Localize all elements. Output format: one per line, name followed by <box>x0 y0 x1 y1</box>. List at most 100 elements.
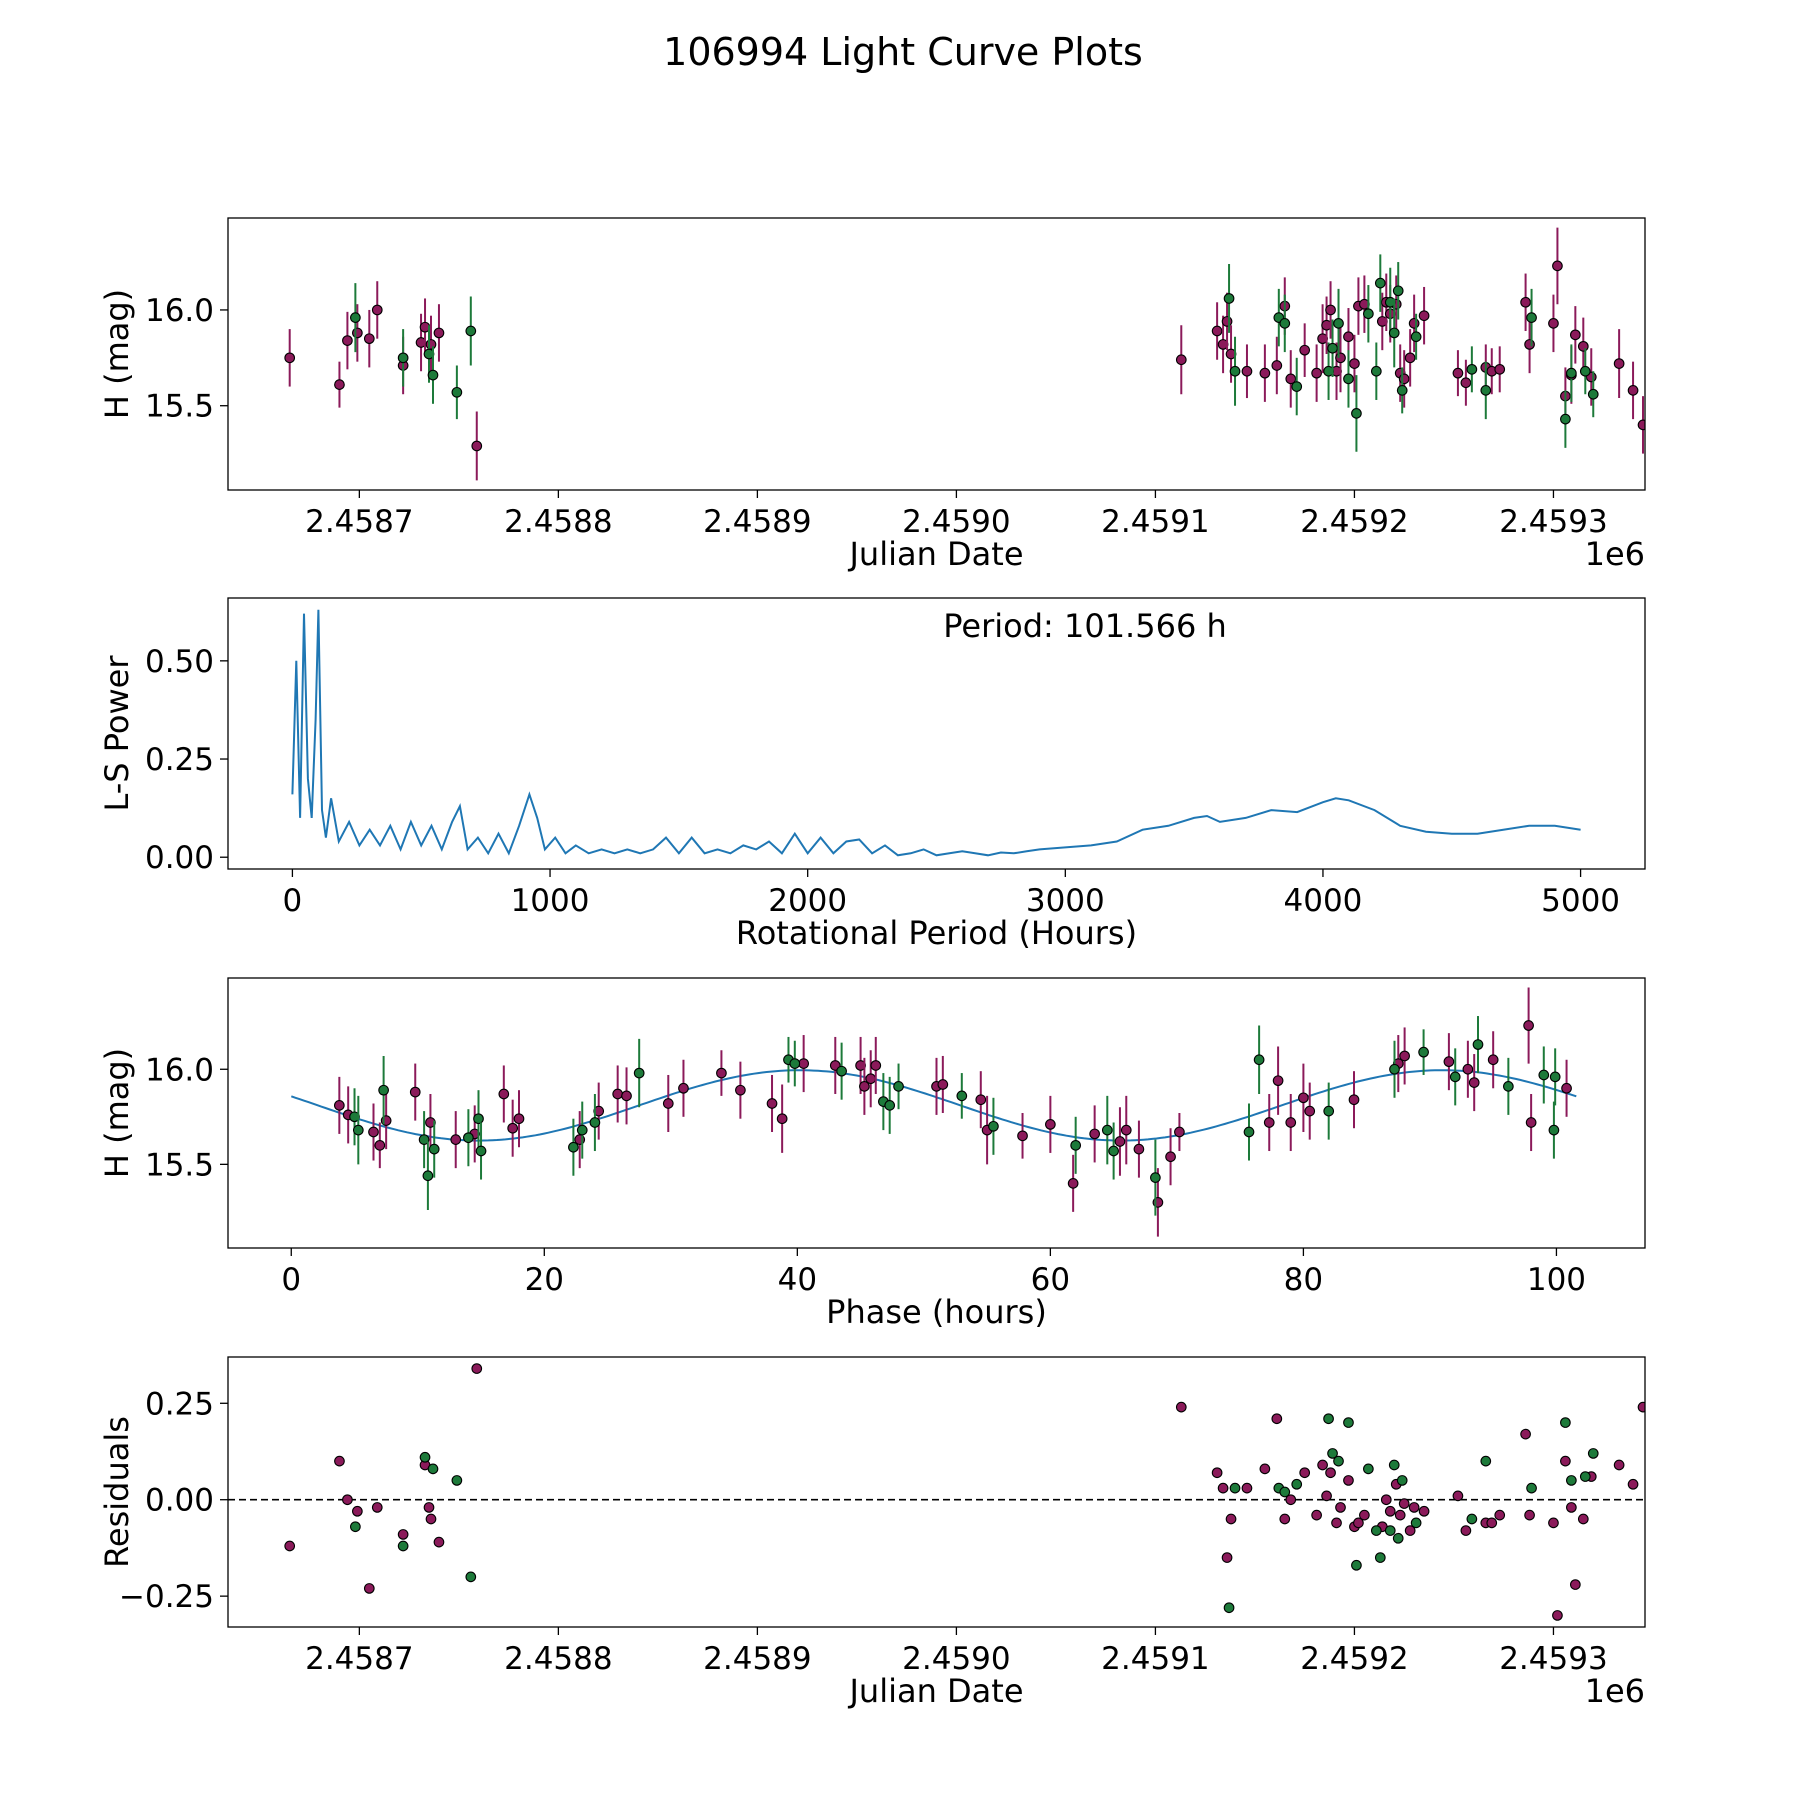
lightcurve-point <box>1524 339 1535 350</box>
residuals-point <box>1335 1502 1346 1513</box>
lightcurve-point <box>1343 373 1354 385</box>
phased-point <box>418 1134 430 1145</box>
residuals-point <box>1285 1494 1297 1506</box>
phased-point <box>1120 1124 1132 1136</box>
residuals-point <box>1370 1525 1382 1536</box>
lightcurve-point <box>433 327 445 339</box>
periodogram-frame <box>227 597 1646 870</box>
lightcurve-plot-area <box>284 227 1645 481</box>
lightcurve-ylabel: H (mag) <box>98 289 136 419</box>
lightcurve-point <box>1569 329 1581 341</box>
residuals-point <box>1291 1478 1303 1490</box>
lightcurve-point <box>1370 365 1382 377</box>
residuals-point <box>1579 1471 1591 1482</box>
residuals-point <box>1408 1502 1420 1513</box>
phased-ytick-label: 15.5 <box>145 1147 214 1183</box>
residuals-point <box>1374 1552 1386 1563</box>
lightcurve-point <box>342 335 353 346</box>
residuals-point <box>1552 1610 1563 1621</box>
residuals-ytick-label: 0.25 <box>145 1386 214 1422</box>
phased-point <box>1285 1117 1297 1128</box>
residuals-frame <box>227 1356 1646 1628</box>
residuals-xtick-label: 2.4590 <box>902 1641 1010 1677</box>
residuals-point <box>1380 1494 1392 1506</box>
lightcurve-point <box>1335 352 1346 364</box>
periodogram-ytick-label: 0.25 <box>145 742 214 778</box>
lightcurve-point <box>1548 318 1559 329</box>
residuals-point <box>1460 1525 1472 1536</box>
lightcurve-xtick-label: 2.4587 <box>305 504 413 540</box>
phased-point <box>1045 1119 1056 1130</box>
lightcurve-point <box>284 352 296 364</box>
residuals-point <box>423 1502 435 1513</box>
phased-point <box>956 1090 968 1102</box>
lightcurve-point <box>1175 354 1187 366</box>
lightcurve-xlabel: Julian Date <box>847 535 1023 573</box>
phased-point <box>1108 1145 1119 1157</box>
periodogram-xtick-label: 3000 <box>1026 883 1105 919</box>
phased-ytick-label: 16.0 <box>145 1052 214 1088</box>
lightcurve-point <box>1327 342 1338 354</box>
lightcurve-point <box>1221 316 1233 327</box>
residuals-point <box>1566 1502 1577 1513</box>
lightcurve-point <box>1452 367 1464 379</box>
phased-ylabel: H (mag) <box>98 1048 136 1178</box>
residuals-point <box>1524 1509 1535 1521</box>
periodogram-xtick-label: 1000 <box>511 883 590 919</box>
residuals-panel: 2.4587 2.4588 2.4589 2.4590 2.4591 2.4592 2.45… <box>98 1356 1646 1710</box>
phased-plot-area <box>290 987 1577 1237</box>
lightcurve-point <box>1363 308 1374 320</box>
phased-xtick-label: 60 <box>1031 1262 1070 1298</box>
residuals-point <box>1363 1463 1374 1475</box>
residuals-point <box>1299 1467 1311 1479</box>
phased-point <box>473 1113 484 1125</box>
phased-point <box>1114 1136 1126 1147</box>
phased-point <box>836 1065 847 1077</box>
residuals-point <box>1394 1509 1406 1521</box>
residuals-point <box>342 1494 353 1506</box>
residuals-point <box>371 1502 383 1513</box>
lightcurve-xtick-label: 2.4588 <box>504 504 612 540</box>
phased-point <box>1525 1117 1537 1128</box>
phased-point <box>1253 1054 1265 1066</box>
residuals-xlabel: Julian Date <box>847 1672 1023 1710</box>
lightcurve-point <box>352 327 363 339</box>
residuals-point <box>1388 1459 1400 1471</box>
residuals-point <box>1343 1475 1354 1486</box>
lightcurve-point <box>1349 358 1360 369</box>
lightcurve-point <box>451 386 463 398</box>
residuals-point <box>1279 1513 1291 1525</box>
phased-point <box>1272 1075 1284 1087</box>
lightcurve-offset-label: 1e6 <box>1585 535 1645 573</box>
residuals-point <box>1223 1602 1235 1614</box>
residuals-point <box>350 1521 361 1533</box>
phased-point <box>1399 1050 1410 1062</box>
phased-point <box>735 1084 746 1096</box>
residuals-point <box>471 1363 483 1374</box>
lightcurve-xtick-label: 2.4590 <box>902 504 1010 540</box>
phased-point <box>425 1117 436 1128</box>
lightcurve-point <box>1418 310 1430 322</box>
lightcurve-point <box>1552 260 1563 272</box>
phased-point <box>662 1098 674 1109</box>
phased-xlabel: Phase (hours) <box>826 1293 1047 1331</box>
phased-point <box>766 1098 778 1109</box>
lightcurve-point <box>1410 331 1422 343</box>
lightcurve-point <box>1627 385 1639 396</box>
phased-xtick-label: 20 <box>525 1262 564 1298</box>
lightcurve-point <box>1299 344 1311 356</box>
residuals-point <box>1271 1413 1283 1425</box>
residuals-point <box>1613 1459 1625 1471</box>
phased-point <box>349 1111 360 1123</box>
lightcurve-point <box>1351 408 1362 419</box>
residuals-xtick-label: 2.4589 <box>703 1641 811 1677</box>
phased-point <box>859 1081 870 1092</box>
residuals-point <box>1384 1525 1396 1536</box>
phased-fit-curve <box>290 1069 1577 1142</box>
phased-point <box>1443 1056 1455 1068</box>
phased-point <box>1323 1105 1335 1117</box>
phased-point <box>633 1067 645 1079</box>
phased-point <box>855 1060 866 1071</box>
phased-frame <box>227 977 1646 1249</box>
phased-point <box>1468 1077 1480 1088</box>
